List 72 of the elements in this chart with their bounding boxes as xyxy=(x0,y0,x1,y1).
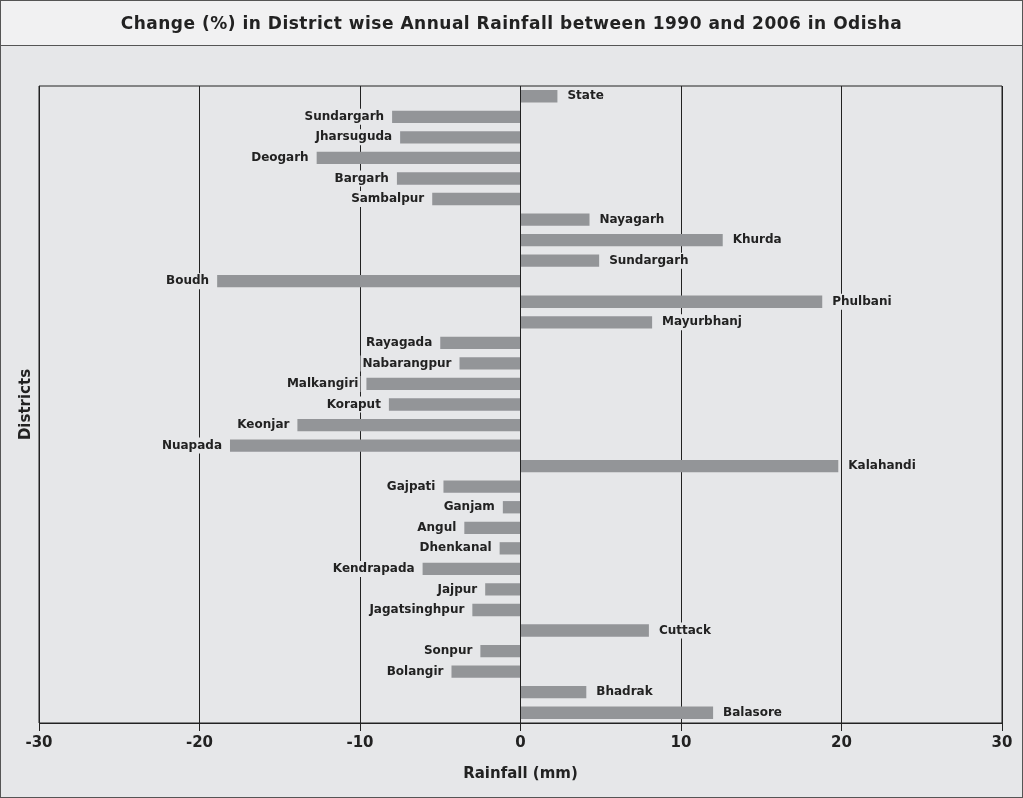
y-tick-label: State xyxy=(567,88,604,103)
bar xyxy=(392,110,520,123)
y-tick-label: Koraput xyxy=(326,396,382,411)
y-tick-label: Khurda xyxy=(732,232,782,247)
y-tick-label: Kalahandi xyxy=(848,458,916,473)
y-tick-label: Mayurbhanj xyxy=(662,314,742,329)
bar xyxy=(521,90,558,103)
bar xyxy=(472,603,520,617)
y-tick-label: Phulbani xyxy=(832,293,892,308)
bar xyxy=(480,644,520,658)
bar xyxy=(443,480,520,493)
bar xyxy=(366,377,520,391)
bar xyxy=(297,418,520,432)
x-tick-label: 10 xyxy=(670,732,692,751)
y-tick-label: Jajpur xyxy=(436,581,478,596)
y-tick-label: Dhenkanal xyxy=(419,540,492,555)
bar xyxy=(316,151,520,165)
bar xyxy=(521,624,649,637)
x-tick-label: -10 xyxy=(346,732,374,751)
y-tick-label: Rayagada xyxy=(365,334,433,349)
y-tick-label: Jharsuguda xyxy=(314,129,393,144)
x-tick-label: -30 xyxy=(25,732,53,751)
bar xyxy=(521,213,590,226)
y-tick-label: Sambalpur xyxy=(351,191,425,206)
y-tick-label: Gajpati xyxy=(386,478,436,493)
y-tick-label: Jagatsinghpur xyxy=(368,602,465,617)
bar xyxy=(432,192,520,206)
y-tick-label: Balasore xyxy=(723,704,783,719)
y-tick-label: Deogarh xyxy=(251,150,309,165)
bar xyxy=(521,459,839,473)
bar xyxy=(440,336,520,350)
y-tick-label: Angul xyxy=(417,519,457,534)
y-tick-label: Cuttack xyxy=(658,622,712,637)
bar xyxy=(502,501,520,514)
bar xyxy=(485,583,520,596)
y-axis-title: Districts xyxy=(15,368,34,441)
bar xyxy=(521,706,714,719)
y-tick-label: Nayagarh xyxy=(599,211,665,226)
y-tick-label: Boudh xyxy=(166,273,210,288)
y-tick-label: Keonjar xyxy=(237,417,290,432)
bar xyxy=(396,172,520,185)
bar xyxy=(422,562,520,576)
bar xyxy=(521,686,587,699)
bar xyxy=(400,131,520,144)
y-tick-label: Sonpur xyxy=(423,643,473,658)
bar xyxy=(388,398,520,411)
y-tick-label: Nuapada xyxy=(161,437,222,452)
y-tick-label: Bhadrak xyxy=(596,684,654,699)
y-tick-label: Ganjam xyxy=(443,499,495,514)
y-tick-label: Bargarh xyxy=(334,170,389,185)
x-tick-label: 0 xyxy=(515,732,526,751)
bar xyxy=(499,542,520,555)
x-tick-label: -20 xyxy=(185,732,214,751)
y-tick-label: Sundargarh xyxy=(304,108,385,123)
bar xyxy=(521,233,723,247)
x-tick-label: 30 xyxy=(991,732,1013,751)
bar xyxy=(464,521,520,534)
bar xyxy=(521,295,823,308)
x-tick-label: 20 xyxy=(831,732,852,751)
chart-title: Change (%) in District wise Annual Rainfall between 1990 and 2006 in Odisha xyxy=(1,1,1022,46)
y-tick-label: Malkangiri xyxy=(286,376,359,391)
y-tick-label: Nabarangpur xyxy=(362,355,452,370)
bar xyxy=(230,439,520,452)
y-tick-label: Kendrapada xyxy=(332,561,415,576)
y-tick-label: Bolangir xyxy=(386,663,444,678)
bar xyxy=(451,665,520,678)
y-tick-label: Sundargarh xyxy=(609,252,689,267)
bar xyxy=(521,254,600,267)
bar xyxy=(217,275,520,288)
bar xyxy=(521,316,653,329)
x-axis-title: Rainfall (mm) xyxy=(463,763,578,782)
bar xyxy=(459,357,520,370)
